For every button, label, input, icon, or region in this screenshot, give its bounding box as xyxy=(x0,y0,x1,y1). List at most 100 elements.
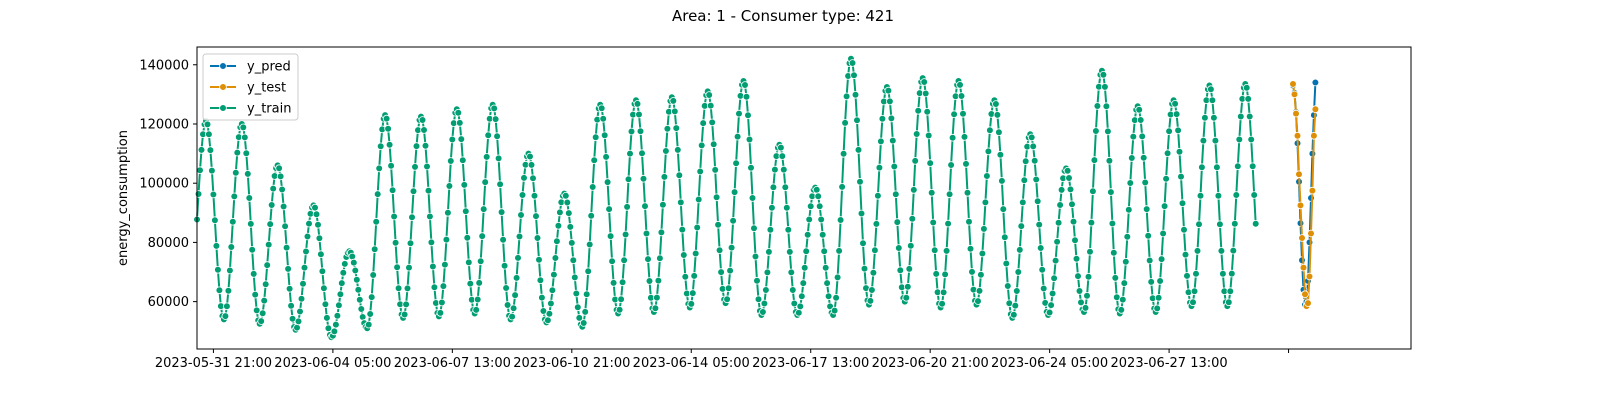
data-point xyxy=(890,162,899,171)
data-point xyxy=(318,267,327,276)
data-point xyxy=(1056,201,1064,209)
data-point xyxy=(762,286,770,294)
data-point xyxy=(866,297,875,305)
data-point xyxy=(481,178,490,186)
data-point xyxy=(261,280,270,289)
data-point xyxy=(966,244,975,253)
data-point xyxy=(1210,114,1218,122)
data-point xyxy=(1105,156,1114,165)
data-point xyxy=(1120,279,1129,287)
data-point xyxy=(1154,293,1163,302)
data-point xyxy=(941,270,949,279)
data-point xyxy=(382,114,391,123)
data-point xyxy=(850,71,858,80)
data-point xyxy=(337,279,346,287)
data-point xyxy=(1075,287,1084,295)
data-point xyxy=(618,278,627,287)
data-point xyxy=(1293,132,1302,140)
data-point xyxy=(1099,71,1108,79)
data-point xyxy=(656,254,664,263)
data-point xyxy=(1310,132,1318,140)
data-point xyxy=(868,286,876,294)
data-point xyxy=(621,230,630,239)
data-point xyxy=(1311,105,1320,113)
data-point xyxy=(1039,284,1048,293)
data-point xyxy=(244,170,252,178)
data-point xyxy=(1002,259,1011,268)
data-point xyxy=(257,317,266,325)
data-point xyxy=(653,293,661,302)
data-point xyxy=(1093,102,1102,110)
data-point xyxy=(544,316,552,325)
data-point xyxy=(986,126,994,134)
data-point xyxy=(854,146,863,154)
data-point xyxy=(1163,149,1172,158)
data-point xyxy=(726,266,734,275)
data-point xyxy=(1063,167,1072,175)
data-point xyxy=(724,284,733,293)
x-tick-label: 2023-06-24 05:00 xyxy=(991,356,1108,371)
data-point xyxy=(442,235,451,244)
data-point xyxy=(906,241,915,250)
data-point xyxy=(545,309,554,318)
data-point xyxy=(981,198,990,207)
data-point xyxy=(678,225,687,234)
data-point xyxy=(742,92,751,101)
chart-title: Area: 1 - Consumer type: 421 xyxy=(672,7,894,25)
data-point xyxy=(1153,304,1161,313)
x-tick-label: 2023-06-07 13:00 xyxy=(394,356,511,371)
data-point xyxy=(1228,269,1236,278)
data-point xyxy=(508,312,516,321)
data-point xyxy=(968,268,976,276)
data-point xyxy=(1123,232,1132,241)
data-point xyxy=(1139,153,1148,162)
data-point xyxy=(1092,127,1100,135)
legend-marker xyxy=(219,62,227,70)
data-point xyxy=(760,299,769,308)
data-point xyxy=(856,177,864,186)
data-point xyxy=(209,190,218,199)
data-point xyxy=(554,222,563,230)
data-point xyxy=(249,270,258,278)
legend-marker xyxy=(219,83,227,91)
data-point xyxy=(1108,219,1117,228)
data-point xyxy=(208,166,216,175)
data-point xyxy=(996,150,1005,159)
data-point xyxy=(538,293,546,302)
legend-marker xyxy=(219,104,227,112)
data-point xyxy=(871,246,879,255)
data-point xyxy=(872,220,881,228)
series-line xyxy=(196,57,1257,339)
data-point xyxy=(582,290,591,299)
data-point xyxy=(252,306,261,315)
x-tick-label: 2023-06-27 13:00 xyxy=(1111,356,1228,371)
data-point xyxy=(426,212,434,221)
y-tick-label: 120000 xyxy=(139,117,189,132)
data-point xyxy=(479,205,488,213)
data-point xyxy=(512,274,521,282)
data-point xyxy=(841,119,849,127)
data-point xyxy=(388,186,397,195)
data-point xyxy=(1086,247,1094,256)
data-point xyxy=(206,146,215,154)
data-point xyxy=(959,110,967,118)
data-point xyxy=(717,268,725,276)
data-point xyxy=(821,263,830,272)
data-point xyxy=(788,286,797,294)
data-point xyxy=(473,295,482,304)
data-point xyxy=(297,294,306,303)
data-point xyxy=(1119,295,1127,304)
data-point xyxy=(1289,80,1297,88)
data-point xyxy=(373,190,382,198)
data-point xyxy=(909,186,918,194)
data-point xyxy=(511,291,519,299)
data-point xyxy=(711,166,719,174)
data-point xyxy=(494,154,503,163)
data-point xyxy=(938,299,946,308)
x-tick-label: 2023-05-31 21:00 xyxy=(155,356,272,371)
data-point xyxy=(1135,105,1143,114)
data-point xyxy=(921,89,930,98)
plot-frame xyxy=(196,46,1412,350)
data-point xyxy=(877,137,885,146)
data-point xyxy=(526,152,534,161)
